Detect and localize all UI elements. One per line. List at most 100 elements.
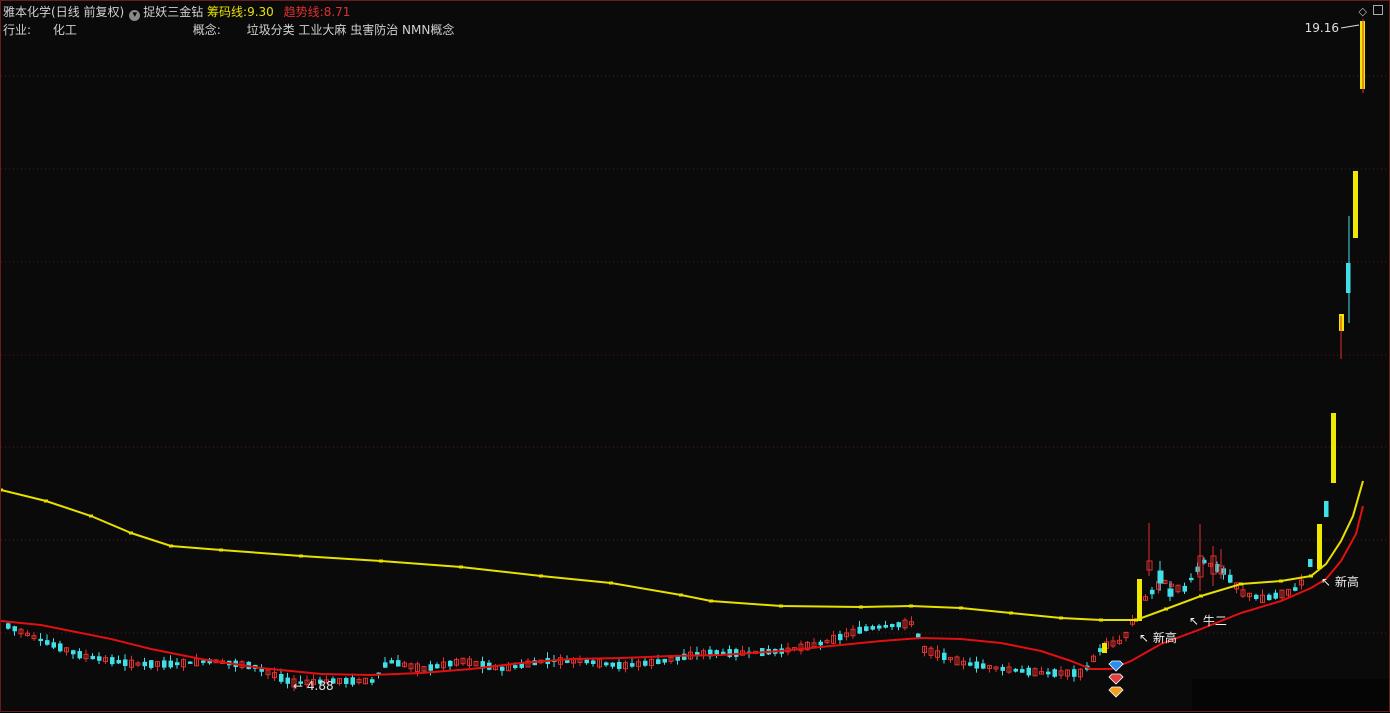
candle bbox=[304, 679, 310, 685]
chip-line-marker bbox=[459, 565, 463, 569]
candle bbox=[721, 651, 726, 655]
candle bbox=[1032, 668, 1038, 677]
candle bbox=[1157, 570, 1164, 584]
candle bbox=[1299, 579, 1304, 586]
candle bbox=[428, 664, 433, 671]
window-box-icon[interactable] bbox=[1373, 5, 1383, 15]
candle bbox=[201, 660, 206, 663]
candle bbox=[1110, 640, 1116, 647]
candle bbox=[714, 650, 719, 656]
candle bbox=[902, 619, 908, 629]
candle bbox=[188, 661, 193, 664]
candle bbox=[1065, 669, 1070, 677]
candle bbox=[1046, 671, 1051, 675]
formula-name[interactable]: 捉妖三金钻 bbox=[143, 5, 204, 19]
industry-label: 行业: bbox=[3, 23, 32, 37]
candle bbox=[149, 660, 154, 668]
candle bbox=[370, 679, 375, 683]
candle bbox=[64, 647, 69, 653]
candle bbox=[389, 660, 394, 664]
candle bbox=[1346, 263, 1351, 293]
candle bbox=[6, 623, 11, 629]
stock-name[interactable]: 雅本化学 bbox=[3, 5, 52, 19]
candle bbox=[662, 658, 667, 663]
candle bbox=[162, 660, 167, 668]
concept-value[interactable]: 垃圾分类 工业大麻 虫害防治 NMN概念 bbox=[246, 23, 455, 37]
candle bbox=[460, 657, 466, 665]
candle bbox=[83, 653, 89, 660]
candle bbox=[376, 672, 381, 675]
chip-line-marker bbox=[299, 554, 303, 558]
chip-line-marker bbox=[1309, 574, 1313, 578]
candle bbox=[408, 663, 414, 670]
candle bbox=[604, 662, 609, 666]
stock-info-line: 行业: 化工 概念: 垃圾分类 工业大麻 虫害防治 NMN概念 bbox=[3, 21, 454, 39]
candle bbox=[1189, 577, 1194, 581]
candle bbox=[1026, 667, 1031, 676]
candle bbox=[961, 660, 966, 666]
candle bbox=[1254, 594, 1259, 599]
candle bbox=[38, 638, 43, 642]
candle bbox=[441, 661, 446, 669]
candle bbox=[311, 679, 316, 685]
candle bbox=[97, 656, 102, 661]
candle bbox=[500, 666, 505, 671]
candle bbox=[1072, 669, 1077, 677]
candle bbox=[1052, 669, 1057, 677]
candle bbox=[71, 650, 76, 655]
candle bbox=[18, 628, 24, 635]
candle bbox=[870, 626, 875, 630]
candle bbox=[1308, 559, 1313, 567]
chip-line-marker bbox=[959, 606, 963, 610]
candle bbox=[168, 660, 173, 668]
candle bbox=[402, 662, 407, 668]
gold-diamond-icon bbox=[1108, 686, 1124, 698]
candle bbox=[175, 662, 180, 666]
candle bbox=[383, 662, 388, 668]
candle bbox=[818, 641, 823, 646]
candle bbox=[467, 658, 472, 667]
chip-line-marker bbox=[909, 604, 913, 608]
min-price-label: ← 4.88 bbox=[293, 679, 334, 693]
candle bbox=[928, 647, 934, 656]
candle bbox=[656, 659, 661, 664]
industry-value[interactable]: 化工 bbox=[52, 23, 77, 37]
chip-line-marker bbox=[1099, 618, 1103, 622]
candle bbox=[435, 664, 440, 669]
formula-dropdown-icon[interactable]: ▾ bbox=[129, 10, 141, 21]
candle bbox=[916, 633, 921, 639]
candle bbox=[181, 659, 186, 668]
period-label[interactable]: (日线 前复权) bbox=[51, 5, 125, 19]
chip-line-marker bbox=[1164, 607, 1168, 611]
chip-line-marker bbox=[1, 488, 3, 492]
candle bbox=[324, 679, 329, 684]
candle bbox=[1260, 594, 1265, 604]
candle bbox=[58, 643, 63, 652]
candle bbox=[1202, 559, 1207, 564]
chip-line-marker bbox=[539, 574, 543, 578]
candle bbox=[1167, 588, 1174, 597]
candle bbox=[708, 649, 713, 657]
candle bbox=[272, 672, 277, 679]
corner-shadow bbox=[1192, 679, 1389, 711]
chip-line-marker bbox=[129, 531, 133, 535]
candle bbox=[1228, 574, 1233, 583]
trend-line bbox=[1, 505, 1364, 677]
candle bbox=[279, 673, 284, 682]
trend-line-label: 趋势线: bbox=[283, 5, 324, 19]
candle bbox=[1091, 655, 1096, 663]
chip-line-marker bbox=[89, 514, 93, 518]
candle bbox=[331, 678, 336, 684]
candle bbox=[1210, 555, 1217, 575]
candle bbox=[1215, 564, 1220, 572]
candle bbox=[1286, 588, 1291, 596]
candle bbox=[844, 632, 849, 638]
diamond-icon[interactable]: ◇ bbox=[1358, 5, 1367, 18]
candle bbox=[25, 632, 30, 637]
candle bbox=[1182, 585, 1187, 592]
candle bbox=[1143, 596, 1148, 601]
candle bbox=[110, 657, 115, 665]
red-diamond-icon bbox=[1108, 673, 1124, 685]
